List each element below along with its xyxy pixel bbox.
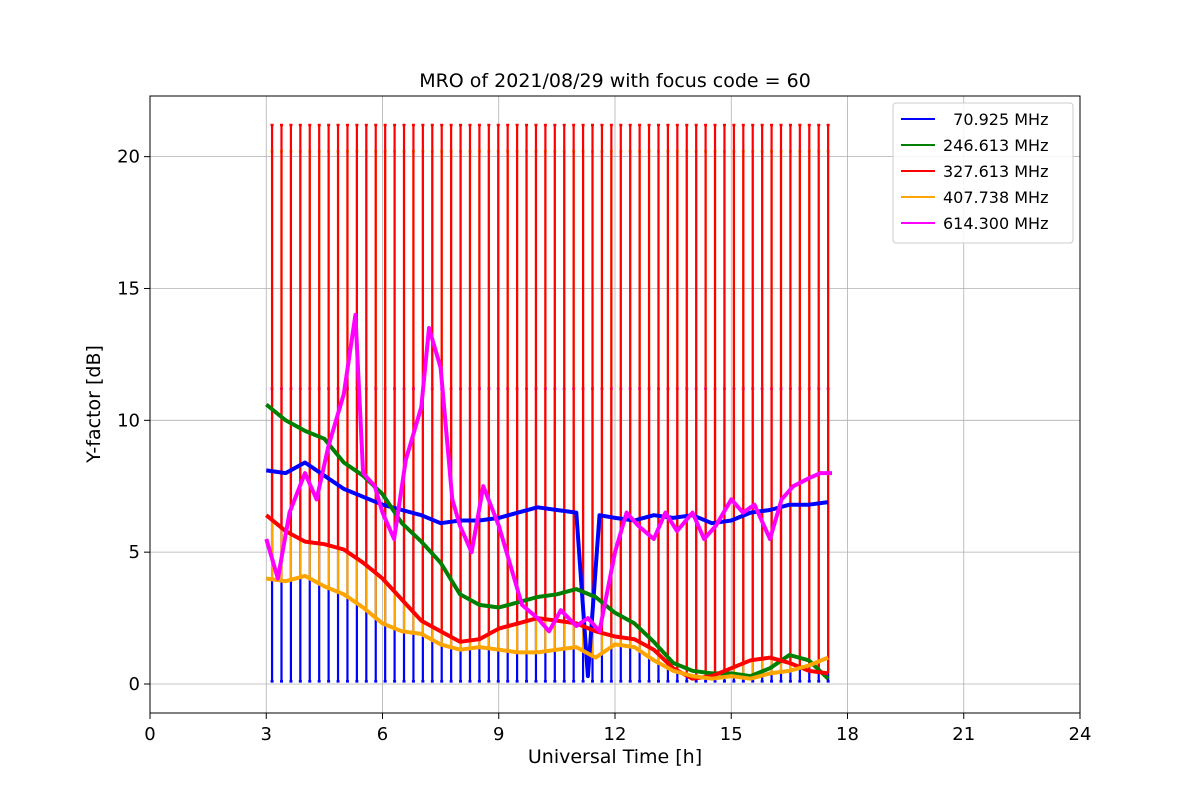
y-tick-label: 5 [129, 542, 140, 563]
ticks: 0 3 6 9 12 15 18 21 24 0 5 10 15 20 [117, 147, 1091, 745]
x-tick-label: 24 [1069, 724, 1092, 745]
x-tick-label: 18 [836, 724, 859, 745]
legend-entry: 407.738 MHz [943, 188, 1048, 207]
x-axis-label: Universal Time [h] [528, 746, 702, 768]
legend-entry: 614.300 MHz [943, 214, 1048, 233]
x-tick-label: 9 [493, 724, 504, 745]
x-tick-label: 21 [952, 724, 975, 745]
x-tick-label: 0 [144, 724, 155, 745]
legend-box [892, 102, 1074, 244]
y-tick-label: 0 [129, 674, 140, 695]
y-tick-label: 15 [117, 278, 140, 299]
x-tick-label: 3 [261, 724, 272, 745]
series-line-0 [266, 460, 829, 679]
legend-entry: 327.613 MHz [943, 162, 1048, 181]
x-tick-label: 12 [604, 724, 627, 745]
legend: 70.925 MHz 246.613 MHz 327.613 MHz 407.738 … [892, 102, 1074, 244]
y-axis-label: Y-factor [dB] [83, 345, 105, 464]
legend-entry: 70.925 MHz [943, 110, 1048, 129]
series-line-2 [265, 513, 829, 681]
y-tick-label: 10 [117, 410, 140, 431]
chart-title: MRO of 2021/08/29 with focus code = 60 [419, 70, 811, 92]
x-tick-label: 15 [720, 724, 743, 745]
series-line-4 [264, 312, 832, 634]
series-line-1 [265, 402, 830, 681]
x-tick-label: 6 [377, 724, 388, 745]
y-tick-label: 20 [117, 147, 140, 168]
series-layer [264, 123, 832, 683]
series-line-3 [266, 573, 829, 681]
legend-entry: 246.613 MHz [943, 136, 1048, 155]
